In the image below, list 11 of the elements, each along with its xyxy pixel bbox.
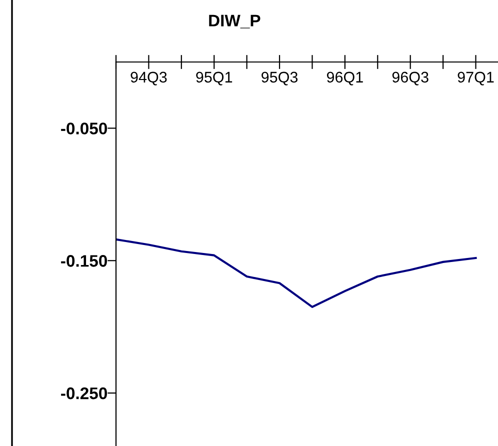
x-tick-label: 95Q3 bbox=[262, 72, 298, 86]
y-tick-label: -0.150 bbox=[61, 255, 107, 267]
x-tick-label: 95Q1 bbox=[196, 72, 232, 86]
y-tick-label: -0.050 bbox=[61, 122, 107, 134]
line-series bbox=[116, 238, 477, 308]
x-tick-label: 97Q1 bbox=[458, 72, 494, 86]
chart-title: DIW_P bbox=[209, 14, 260, 28]
x-tick-label: 96Q1 bbox=[326, 72, 363, 86]
y-tick-label: -0.250 bbox=[61, 387, 107, 400]
x-tick-label: 94Q3 bbox=[130, 72, 167, 86]
x-tick-label: 96Q3 bbox=[392, 72, 428, 86]
